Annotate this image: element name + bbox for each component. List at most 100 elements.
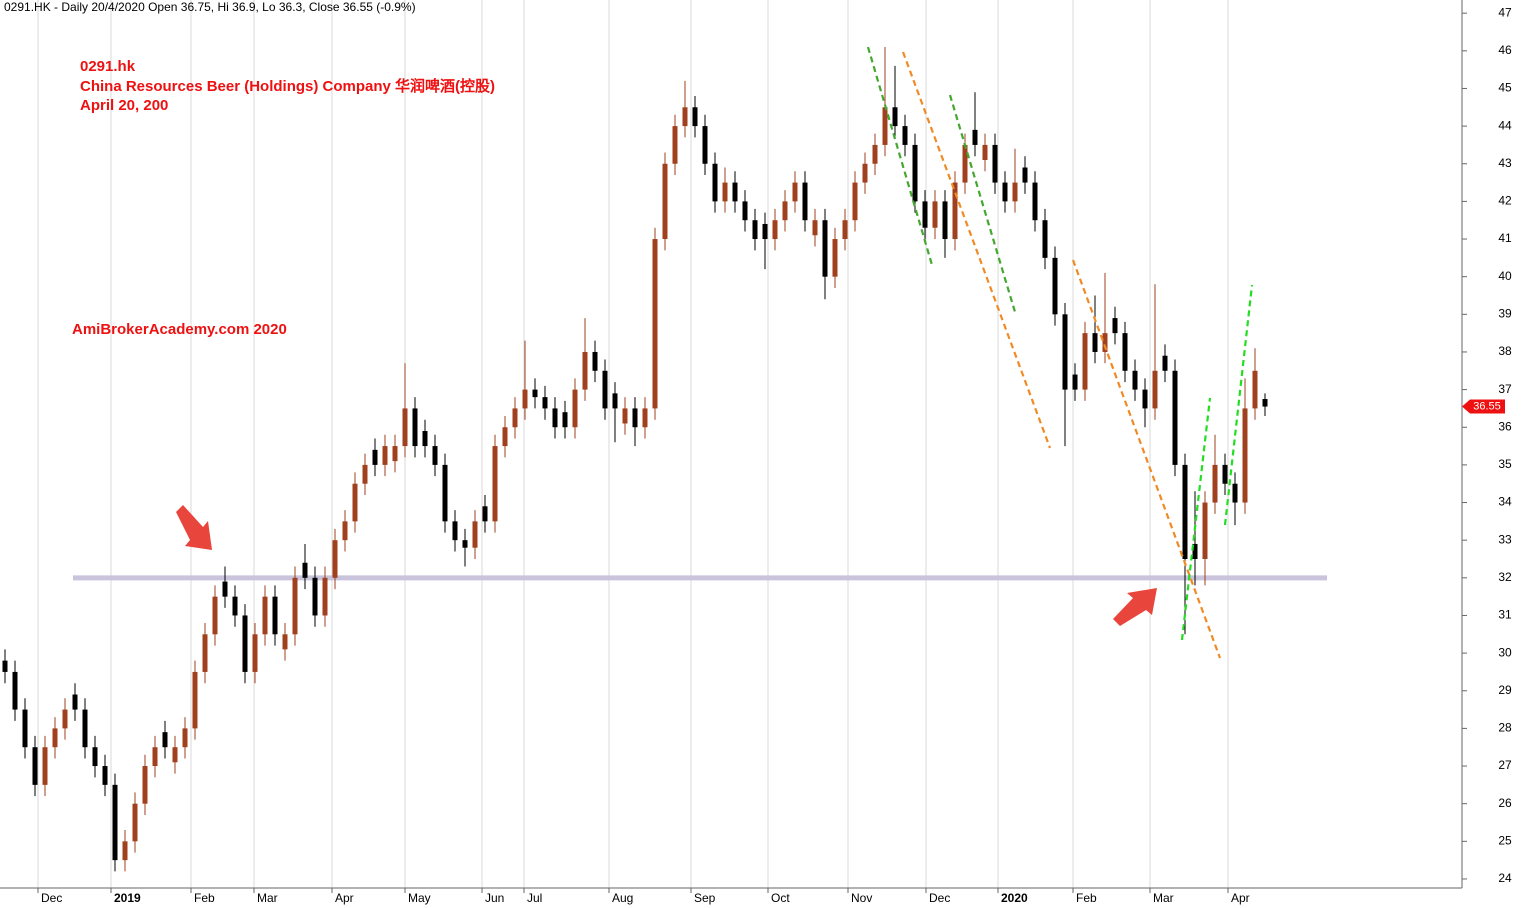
candle-body — [1262, 399, 1268, 407]
y-tick-label: 43 — [1498, 156, 1512, 170]
trend-line — [1071, 259, 1222, 659]
candle-body — [1072, 374, 1078, 390]
candle-body — [502, 427, 508, 447]
candle-body — [82, 709, 88, 748]
candle-body — [612, 393, 618, 409]
trend-line — [866, 46, 934, 266]
candle-body — [1062, 314, 1068, 390]
candle-body — [832, 239, 838, 277]
candle-body — [542, 397, 548, 409]
candle-body — [312, 577, 318, 616]
candle-body — [1202, 502, 1208, 559]
x-tick-label: Mar — [1153, 891, 1174, 905]
candle-body — [802, 182, 808, 221]
candle-body — [352, 483, 358, 522]
candle-body — [32, 747, 38, 785]
x-tick-label: Apr — [335, 891, 354, 905]
candle-body — [172, 747, 178, 763]
candle-body — [462, 540, 468, 548]
candle-body — [342, 521, 348, 541]
candle-body — [332, 540, 338, 578]
candle-body — [892, 107, 898, 127]
candle-body — [1212, 464, 1218, 503]
y-tick-label: 28 — [1498, 721, 1512, 735]
candle-body — [852, 182, 858, 221]
candle-body — [662, 163, 668, 240]
trend-line — [1223, 284, 1254, 526]
trend-line — [948, 94, 1017, 313]
y-tick-label: 39 — [1498, 306, 1512, 320]
candle-body — [72, 694, 78, 710]
title-line: 0291.hk — [80, 58, 136, 75]
candle-body — [822, 220, 828, 277]
candle-body — [762, 223, 768, 240]
x-tick-label: 2020 — [1001, 891, 1028, 905]
price-tag-label: 36.55 — [1473, 400, 1501, 412]
candle-body — [722, 182, 728, 202]
candle-body — [692, 107, 698, 127]
candle-body — [932, 201, 938, 228]
candle-body — [642, 408, 648, 428]
candle-body — [1192, 543, 1198, 559]
candle-body — [752, 220, 758, 240]
candle-body — [1122, 333, 1128, 371]
x-tick-label: Mar — [257, 891, 278, 905]
candle-body — [622, 408, 628, 424]
x-tick-label: Dec — [41, 891, 62, 905]
y-tick-label: 32 — [1498, 570, 1512, 584]
candle-body — [582, 351, 588, 390]
candle-body — [792, 182, 798, 202]
candle-body — [122, 841, 128, 861]
candle-body — [322, 577, 328, 616]
candle-body — [12, 671, 18, 710]
y-tick-label: 30 — [1498, 645, 1512, 659]
candles — [2, 47, 1268, 872]
candle-body — [1182, 464, 1188, 559]
candle-body — [632, 408, 638, 428]
candle-body — [292, 577, 298, 635]
arrow — [1113, 588, 1157, 626]
candle-body — [672, 126, 678, 164]
candle-body — [782, 201, 788, 221]
x-tick-label: Jun — [485, 891, 504, 905]
watermark: AmiBrokerAcademy.com 2020 — [72, 321, 287, 338]
candle-body — [482, 506, 488, 522]
candle-body — [1132, 370, 1138, 390]
y-tick-label: 38 — [1498, 344, 1512, 358]
candle-body — [432, 446, 438, 465]
candle-body — [1052, 257, 1058, 315]
candle-body — [1032, 182, 1038, 221]
y-tick-label: 24 — [1498, 871, 1512, 885]
candle-body — [472, 521, 478, 548]
candle-body — [252, 634, 258, 672]
y-tick-label: 33 — [1498, 532, 1512, 546]
candle-body — [922, 201, 928, 228]
candle-body — [242, 615, 248, 672]
candle-body — [42, 747, 48, 785]
candle-body — [742, 201, 748, 221]
candle-body — [702, 126, 708, 164]
arrow — [176, 505, 212, 550]
candle-body — [732, 182, 738, 202]
candle-body — [182, 728, 188, 748]
x-tick-label: Feb — [1076, 891, 1097, 905]
candle-body — [192, 671, 198, 729]
x-tick-label: May — [408, 891, 431, 905]
candle-body — [2, 660, 8, 672]
candle-body — [1112, 318, 1118, 334]
candle-body — [1012, 182, 1018, 202]
y-tick-label: 29 — [1498, 683, 1512, 697]
candle-body — [152, 747, 158, 767]
x-tick-label: Sep — [694, 891, 716, 905]
candle-body — [982, 144, 988, 160]
candle-body — [1252, 370, 1258, 409]
candle-body — [302, 562, 308, 578]
candle-body — [562, 412, 568, 428]
candle-body — [442, 464, 448, 522]
candle-body — [972, 129, 978, 145]
candle-body — [1092, 333, 1098, 352]
y-tick-label: 27 — [1498, 758, 1512, 772]
candle-body — [1102, 333, 1108, 352]
header: 0291.HK - Daily 20/4/2020 Open 36.75, Hi… — [4, 0, 416, 14]
